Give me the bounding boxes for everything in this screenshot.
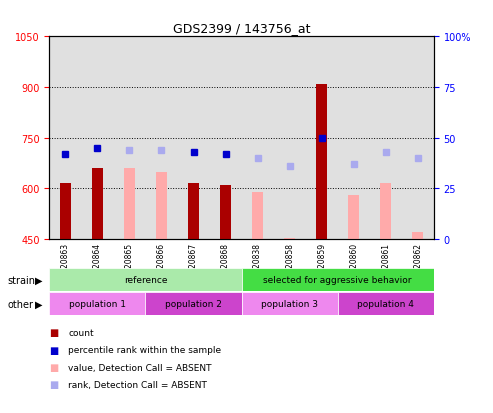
Bar: [370, 37, 402, 240]
Bar: [177, 37, 210, 240]
Bar: [60, 184, 71, 240]
Bar: [81, 37, 113, 240]
Bar: [306, 37, 338, 240]
Text: ▶: ▶: [35, 299, 42, 309]
Bar: [92, 169, 103, 240]
Text: ■: ■: [49, 345, 59, 355]
Title: GDS2399 / 143756_at: GDS2399 / 143756_at: [173, 21, 310, 35]
Text: ■: ■: [49, 328, 59, 337]
Bar: [242, 37, 274, 240]
Text: rank, Detection Call = ABSENT: rank, Detection Call = ABSENT: [68, 380, 207, 389]
Text: reference: reference: [124, 275, 167, 284]
Text: ■: ■: [49, 380, 59, 389]
Bar: [113, 37, 145, 240]
Bar: [49, 292, 145, 315]
Bar: [284, 238, 295, 240]
Bar: [49, 37, 81, 240]
Text: percentile rank within the sample: percentile rank within the sample: [68, 345, 221, 354]
Bar: [145, 292, 242, 315]
Bar: [210, 37, 242, 240]
Bar: [402, 37, 434, 240]
Bar: [156, 172, 167, 240]
Text: other: other: [7, 299, 34, 309]
Text: population 2: population 2: [165, 299, 222, 308]
Bar: [188, 184, 199, 240]
Bar: [338, 292, 434, 315]
Bar: [338, 37, 370, 240]
Text: ■: ■: [49, 362, 59, 372]
Text: value, Detection Call = ABSENT: value, Detection Call = ABSENT: [68, 363, 211, 372]
Bar: [242, 292, 338, 315]
Bar: [242, 268, 434, 291]
Text: selected for aggressive behavior: selected for aggressive behavior: [263, 275, 412, 284]
Bar: [274, 37, 306, 240]
Bar: [49, 268, 242, 291]
Text: population 3: population 3: [261, 299, 318, 308]
Text: population 1: population 1: [69, 299, 126, 308]
Bar: [252, 192, 263, 240]
Text: population 4: population 4: [357, 299, 414, 308]
Bar: [412, 233, 423, 240]
Text: count: count: [68, 328, 94, 337]
Text: ▶: ▶: [35, 275, 42, 285]
Bar: [348, 196, 359, 240]
Text: strain: strain: [7, 275, 35, 285]
Bar: [220, 185, 231, 240]
Bar: [316, 84, 327, 240]
Bar: [124, 169, 135, 240]
Bar: [380, 184, 391, 240]
Bar: [145, 37, 177, 240]
